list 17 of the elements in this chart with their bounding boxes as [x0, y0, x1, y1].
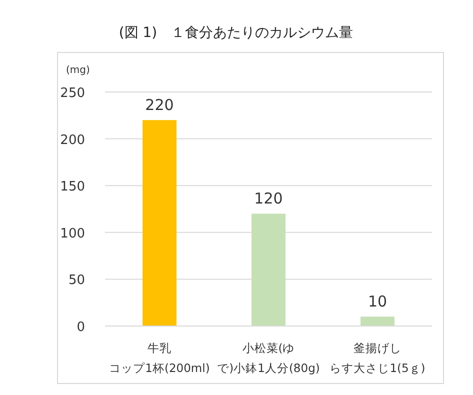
y-tick-label: 0	[76, 320, 85, 335]
x-tick-label: 牛乳コップ1杯(200ml)	[109, 341, 210, 375]
data-label: 220	[145, 96, 174, 114]
y-tick-label: 250	[60, 86, 85, 101]
y-tick-label: 150	[60, 180, 85, 195]
y-tick-label: 100	[60, 226, 85, 242]
bar	[360, 316, 394, 326]
x-tick-label: 小松菜(ゆで)小鉢1人分(80g)	[217, 341, 320, 375]
bar	[252, 214, 286, 326]
y-tick-label: 200	[60, 132, 85, 148]
bar	[142, 120, 176, 326]
chart-title: (図 1) １食分あたりのカルシウム量	[118, 25, 354, 41]
data-label: 10	[368, 292, 388, 311]
x-tick-label: 釜揚げしらす大さじ1(5ｇ)	[330, 341, 426, 375]
y-tick-label: 50	[68, 273, 85, 288]
data-label: 120	[254, 190, 283, 208]
y-axis-title: (mg)	[66, 65, 90, 76]
